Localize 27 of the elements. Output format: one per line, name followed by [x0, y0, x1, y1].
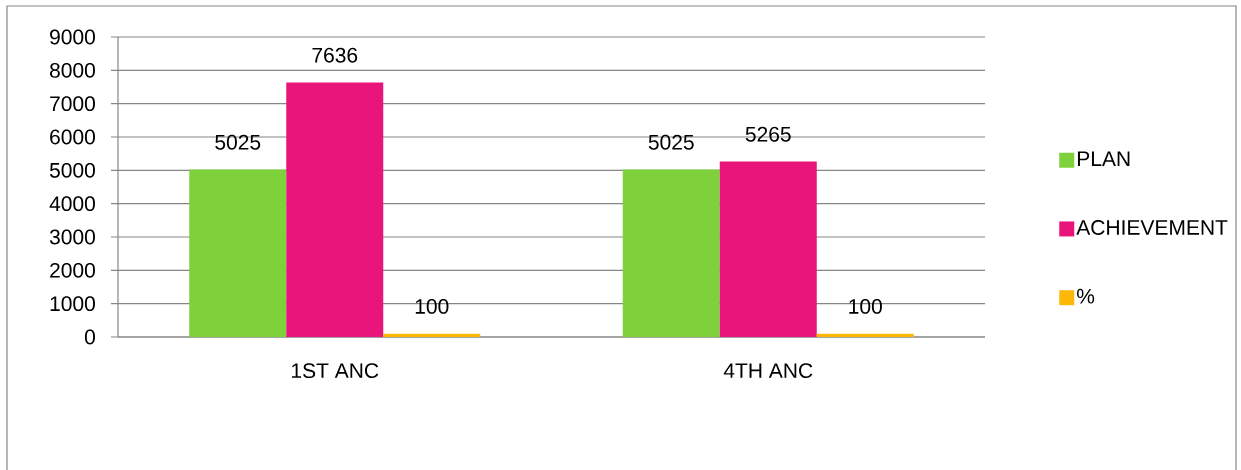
x-tick-label: 4TH ANC — [723, 363, 813, 379]
data-label: 5265 — [745, 126, 791, 142]
y-tick-label: 9000 — [50, 29, 95, 45]
legend-label: PLAN — [1077, 151, 1130, 166]
data-label: 100 — [415, 299, 449, 314]
y-tick-label: 2000 — [50, 262, 95, 278]
x-tick-label: 1ST ANC — [292, 363, 379, 379]
bar — [622, 169, 720, 337]
y-tick-label: 8000 — [49, 62, 95, 78]
bar — [383, 333, 481, 337]
data-label: 7636 — [312, 47, 358, 63]
y-tick-label: 4000 — [49, 196, 95, 212]
data-label: 100 — [849, 299, 882, 314]
y-tick-label: 5000 — [49, 162, 95, 178]
y-tick-label: 6000 — [50, 129, 95, 145]
data-label: 5025 — [215, 134, 261, 150]
y-tick-label: 0 — [84, 329, 95, 345]
y-tick-label: 1000 — [50, 296, 95, 312]
bar — [816, 333, 914, 337]
y-tick-label: 3000 — [49, 229, 95, 245]
bar — [189, 169, 287, 337]
bar — [286, 82, 384, 337]
bar — [719, 161, 817, 337]
legend-label: ACHIEVEMENT — [1076, 220, 1228, 235]
legend-label: % — [1077, 288, 1095, 304]
y-tick-label: 7000 — [50, 96, 95, 112]
data-label: 5025 — [648, 134, 694, 150]
